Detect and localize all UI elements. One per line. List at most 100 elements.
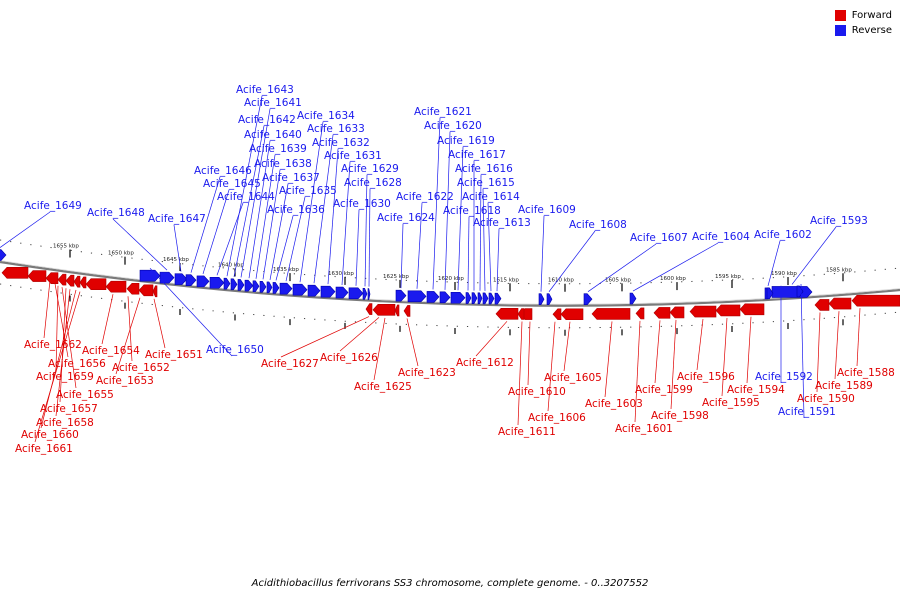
gene-arrow-acife-1620[interactable] bbox=[439, 291, 451, 304]
gene-arrow-acife-1594[interactable] bbox=[739, 303, 765, 316]
gene-arrow-acife-1646[interactable] bbox=[185, 274, 197, 286]
gene-label-acife-1640[interactable]: Acife_1640 bbox=[244, 129, 302, 141]
gene-label-acife-1652[interactable]: Acife_1652 bbox=[112, 362, 170, 374]
gene-label-acife-1591[interactable]: Acife_1591 bbox=[778, 406, 836, 418]
gene-label-acife-1611[interactable]: Acife_1611 bbox=[498, 426, 556, 438]
gene-label-acife-1620[interactable]: Acife_1620 bbox=[424, 120, 482, 132]
gene-arrow-acife-1613[interactable] bbox=[494, 292, 502, 305]
gene-arrow-acife-1651[interactable] bbox=[152, 285, 158, 298]
gene-label-acife-1603[interactable]: Acife_1603 bbox=[585, 398, 643, 410]
gene-arrow-acife-1644[interactable] bbox=[209, 276, 225, 289]
gene-label-acife-1642[interactable]: Acife_1642 bbox=[238, 114, 296, 126]
gene-label-acife-1661[interactable]: Acife_1661 bbox=[15, 443, 73, 455]
gene-label-acife-1613[interactable]: Acife_1613 bbox=[473, 217, 531, 229]
gene-label-acife-1653[interactable]: Acife_1653 bbox=[96, 375, 154, 387]
gene-label-acife-1656[interactable]: Acife_1656 bbox=[48, 358, 106, 370]
gene-label-acife-1634[interactable]: Acife_1634 bbox=[297, 110, 355, 122]
gene-label-acife-1615[interactable]: Acife_1615 bbox=[457, 177, 515, 189]
gene-arrow-acife-1608[interactable] bbox=[546, 293, 553, 306]
gene-label-acife-1599[interactable]: Acife_1599 bbox=[635, 384, 693, 396]
gene-label-acife-1639[interactable]: Acife_1639 bbox=[249, 143, 307, 155]
gene-label-acife-1592[interactable]: Acife_1592 bbox=[755, 371, 813, 383]
gene-label-acife-1648[interactable]: Acife_1648 bbox=[87, 207, 145, 219]
gene-label-acife-1614[interactable]: Acife_1614 bbox=[462, 191, 520, 203]
gene-label-acife-1637[interactable]: Acife_1637 bbox=[262, 172, 320, 184]
gene-arrow-acife-1612[interactable] bbox=[495, 308, 519, 320]
gene-label-acife-1628[interactable]: Acife_1628 bbox=[344, 177, 402, 189]
gene-arrow-acife-1641[interactable] bbox=[237, 279, 245, 291]
gene-arrow-acife-1636[interactable] bbox=[272, 282, 280, 294]
gene-label-acife-1618[interactable]: Acife_1618 bbox=[443, 205, 501, 217]
gene-arrow-acife-1626[interactable] bbox=[372, 304, 396, 316]
gene-label-acife-1635[interactable]: Acife_1635 bbox=[279, 185, 337, 197]
gene-label-acife-1595[interactable]: Acife_1595 bbox=[702, 397, 760, 409]
gene-arrow-acife-1603[interactable] bbox=[591, 308, 631, 320]
gene-arrow-acife-1617[interactable] bbox=[471, 292, 478, 304]
gene-label-acife-1660[interactable]: Acife_1660 bbox=[21, 429, 79, 441]
gene-label-acife-1636[interactable]: Acife_1636 bbox=[267, 204, 325, 216]
gene-label-acife-1654[interactable]: Acife_1654 bbox=[82, 345, 140, 357]
gene-label-acife-1638[interactable]: Acife_1638 bbox=[254, 158, 312, 170]
gene-label-acife-1631[interactable]: Acife_1631 bbox=[324, 150, 382, 162]
gene-arrow-acife-1629[interactable] bbox=[362, 288, 368, 300]
gene-arrow-acife-1648[interactable] bbox=[159, 271, 175, 284]
gene-arrow-acife-1611[interactable] bbox=[517, 308, 525, 320]
gene-arrow-acife-1624[interactable] bbox=[395, 289, 407, 302]
gene-label-acife-1619[interactable]: Acife_1619 bbox=[437, 135, 495, 147]
gene-label-acife-1651[interactable]: Acife_1651 bbox=[145, 349, 203, 361]
gene-arrow-acife-1616[interactable] bbox=[477, 292, 483, 305]
gene-label-acife-1588[interactable]: Acife_1588 bbox=[837, 367, 895, 379]
gene-arrow-acife-1615[interactable] bbox=[482, 292, 489, 305]
gene-arrow-acife-1633[interactable] bbox=[307, 284, 321, 297]
gene-arrow-acife-1631[interactable] bbox=[335, 286, 349, 299]
gene-arrow-acife-1589[interactable] bbox=[828, 297, 852, 310]
gene-label-acife-1647[interactable]: Acife_1647 bbox=[148, 213, 206, 225]
gene-arrow-acife-1592[interactable] bbox=[766, 287, 774, 300]
gene-label-acife-1601[interactable]: Acife_1601 bbox=[615, 423, 673, 435]
gene-label-acife-1589[interactable]: Acife_1589 bbox=[815, 380, 873, 392]
gene-arrow-acife-1595[interactable] bbox=[715, 304, 741, 317]
gene-arrow-acife-1642[interactable] bbox=[230, 278, 238, 291]
gene-label-acife-1610[interactable]: Acife_1610 bbox=[508, 386, 566, 398]
gene-label-acife-1596[interactable]: Acife_1596 bbox=[677, 371, 735, 383]
gene-label-acife-1593[interactable]: Acife_1593 bbox=[810, 215, 868, 227]
gene-arrow-acife-1656[interactable] bbox=[27, 270, 47, 282]
gene-arrow-acife-1643[interactable] bbox=[223, 277, 231, 290]
gene-arrow-acife-1661[interactable] bbox=[85, 278, 107, 290]
gene-arrow-acife-1638[interactable] bbox=[259, 281, 267, 293]
gene-label-acife-1598[interactable]: Acife_1598 bbox=[651, 410, 709, 422]
gene-arrow-acife-1606[interactable] bbox=[552, 308, 562, 321]
gene-arrow-acife-1657[interactable] bbox=[65, 274, 75, 287]
gene-arrow-acife-1605[interactable] bbox=[560, 308, 584, 321]
gene-arrow-acife-1618[interactable] bbox=[465, 292, 472, 304]
gene-arrow-acife-1590[interactable] bbox=[814, 299, 830, 311]
gene-arrow-acife-1596[interactable] bbox=[689, 305, 717, 318]
gene-arrow-acife-1598[interactable] bbox=[669, 306, 685, 319]
gene-arrow-acife-1601[interactable] bbox=[635, 307, 645, 320]
gene-arrow-acife-1640[interactable] bbox=[244, 279, 254, 292]
gene-label-acife-1605[interactable]: Acife_1605 bbox=[544, 372, 602, 384]
gene-arrow-acife-1649[interactable] bbox=[0, 249, 7, 261]
gene-arrow-acife-1653[interactable] bbox=[138, 284, 154, 297]
gene-arrow-acife-1614[interactable] bbox=[488, 292, 495, 305]
gene-label-acife-1609[interactable]: Acife_1609 bbox=[518, 204, 576, 216]
gene-label-acife-1644[interactable]: Acife_1644 bbox=[217, 191, 275, 203]
gene-label-acife-1657[interactable]: Acife_1657 bbox=[40, 403, 98, 415]
gene-label-acife-1645[interactable]: Acife_1645 bbox=[203, 178, 261, 190]
gene-label-acife-1633[interactable]: Acife_1633 bbox=[307, 123, 365, 135]
gene-arrow-acife-1635[interactable] bbox=[279, 282, 293, 295]
gene-arrow-acife-1623[interactable] bbox=[403, 305, 411, 317]
gene-arrow-acife-1607[interactable] bbox=[583, 293, 593, 305]
gene-label-acife-1625[interactable]: Acife_1625 bbox=[354, 381, 412, 393]
gene-arrow-acife-1630[interactable] bbox=[348, 287, 364, 300]
gene-label-acife-1616[interactable]: Acife_1616 bbox=[455, 163, 513, 175]
gene-arrow-acife-1632[interactable] bbox=[320, 285, 336, 298]
gene-label-acife-1626[interactable]: Acife_1626 bbox=[320, 352, 378, 364]
gene-arrow-acife-1634[interactable] bbox=[292, 283, 308, 296]
gene-label-acife-1643[interactable]: Acife_1643 bbox=[236, 84, 294, 96]
gene-arrow-acife-1658[interactable] bbox=[73, 275, 81, 288]
gene-arrow-acife-1654[interactable] bbox=[105, 280, 127, 293]
gene-label-acife-1617[interactable]: Acife_1617 bbox=[448, 149, 506, 161]
gene-label-acife-1623[interactable]: Acife_1623 bbox=[398, 367, 456, 379]
gene-label-acife-1655[interactable]: Acife_1655 bbox=[56, 389, 114, 401]
